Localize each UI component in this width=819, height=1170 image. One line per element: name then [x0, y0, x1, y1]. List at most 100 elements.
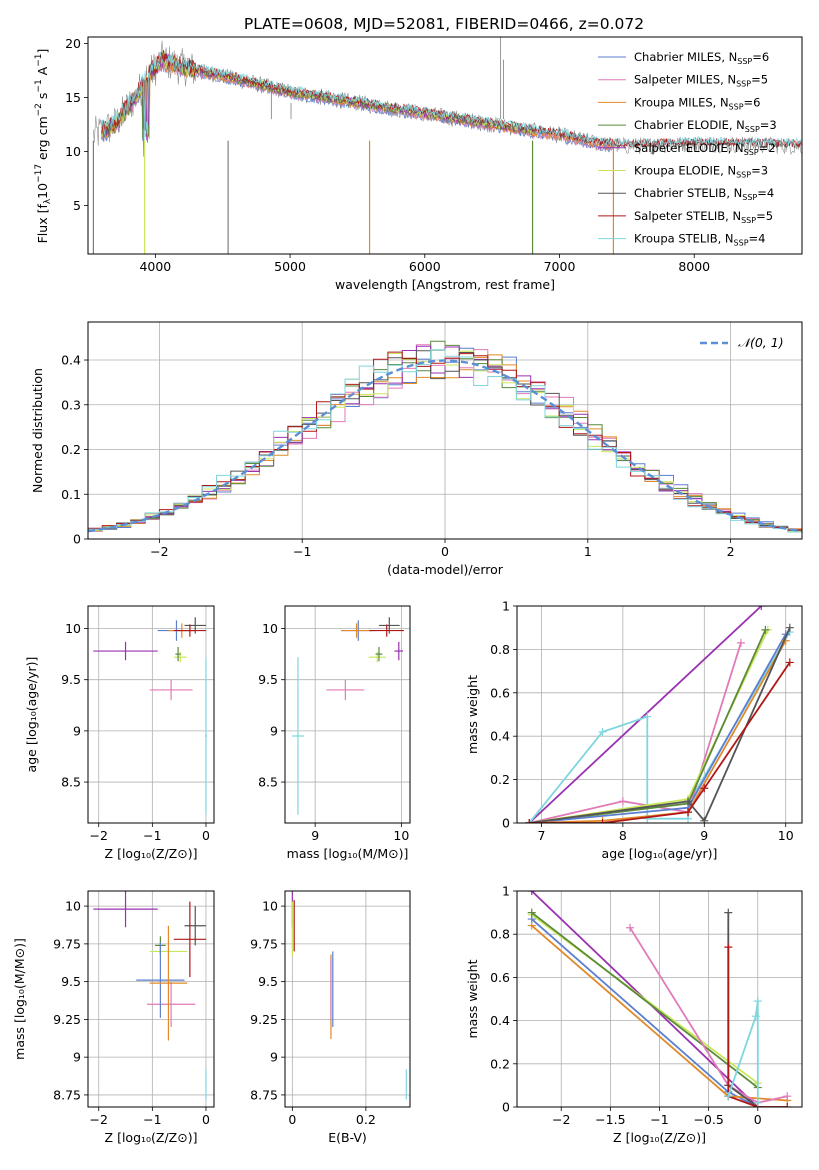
x-axis-label: mass [log₁₀(M/M⊙)] [287, 846, 409, 861]
weight-line-chabrier_stelib [727, 912, 759, 1107]
x-tick-label: −1 [650, 1112, 668, 1127]
plot-area-residuals [88, 340, 802, 534]
y-axis-label: age [log₁₀(age/yr)] [24, 657, 39, 773]
x-tick-label: −1 [293, 544, 311, 559]
plot-area-age_vs_Z [93, 617, 208, 815]
x-axis-label: Z [log₁₀(Z/Z⊙)] [105, 1130, 198, 1145]
weight-marker-salpeter_stelib [684, 808, 692, 817]
y-tick-label: 8.5 [258, 775, 278, 790]
y-tick-label: 10 [262, 621, 278, 636]
weight-marker-chabrier_stelib [724, 908, 733, 917]
x-tick-label: −0.5 [693, 1112, 723, 1127]
y-tick-label: 9.5 [258, 672, 278, 687]
weight-line-kroupa_elodie [529, 629, 769, 823]
y-tick-label: 8.75 [53, 1087, 81, 1102]
y-tick-label: 9 [270, 1050, 278, 1065]
weight-line-kroupa_miles [529, 640, 787, 823]
x-tick-label: 8000 [678, 259, 710, 274]
y-tick-label: 0.8 [490, 927, 510, 942]
y-axis-label: Flux [fλ10−17 erg cm−2 s−1 A−1] [34, 49, 53, 244]
y-tick-label: 10 [65, 621, 81, 636]
y-tick-label: 8.75 [250, 1087, 278, 1102]
y-tick-label: 15 [65, 90, 81, 105]
y-tick-label: 1 [502, 599, 510, 614]
plot-area-mass_vs_ebv [291, 891, 407, 1100]
weight-marker-salpeter_elodie [757, 606, 766, 610]
y-tick-label: 0.6 [490, 685, 510, 700]
grid-weight_vs_Z [517, 890, 802, 1108]
y-tick-label: 0.4 [61, 353, 81, 368]
plot-area-weight_vs_Z [527, 891, 792, 1107]
weight-line-salpeter_miles [528, 642, 742, 823]
x-tick-label: 6000 [409, 259, 441, 274]
x-tick-label: 0 [754, 1112, 762, 1127]
y-axis-label: mass weight [465, 675, 480, 754]
x-tick-label: −2 [90, 828, 108, 843]
weight-marker-salpeter_miles [618, 797, 627, 806]
legend-label-gauss: 𝒩(0, 1) [738, 335, 784, 350]
axes-frame [284, 890, 411, 1108]
x-tick-label: −2 [90, 1112, 108, 1127]
x-axis-label: Z [log₁₀(Z/Z⊙)] [105, 846, 198, 861]
x-tick-label: 0 [288, 1112, 296, 1127]
grid-age_vs_Z [88, 606, 214, 823]
x-axis-label: (data-model)/error [387, 562, 504, 577]
weight-marker-chabrier_stelib [785, 623, 794, 632]
legend-label-chabrier_elodie: Chabrier ELODIE, NSSP=3 [634, 118, 777, 134]
weight-marker-salpeter_stelib [700, 784, 709, 793]
weight-line-salpeter_stelib [529, 661, 791, 823]
y-tick-label: 9 [270, 723, 278, 738]
axes-frame [87, 605, 215, 824]
y-tick-label: 9.75 [53, 936, 81, 951]
weight-marker-salpeter_miles [783, 1092, 792, 1101]
y-tick-label: 0 [502, 1100, 510, 1115]
x-tick-label: 7000 [544, 259, 576, 274]
x-tick-label: 9 [700, 828, 708, 843]
x-tick-label: 7 [537, 828, 545, 843]
x-axis-label: wavelength [Angstrom, rest frame] [335, 277, 555, 292]
y-tick-label: 9.25 [53, 1012, 81, 1027]
weight-marker-salpeter_stelib [724, 943, 733, 952]
weight-line-chabrier_stelib [529, 627, 791, 823]
legend-label-salpeter_miles: Salpeter MILES, NSSP=5 [634, 73, 768, 89]
legend-spectrum: Chabrier MILES, NSSP=6 Salpeter MILES, NS… [598, 50, 777, 248]
panel-weight_vs_Z: −2 −1.5 −1 −0.5 0 0 0.2 0.4 0.6 0.8 1 Z [log₁₀(Z/Z⊙… [465, 884, 803, 1145]
weight-marker-chabrier_stelib [684, 797, 692, 806]
weight-line-salpeter_miles [629, 927, 788, 1104]
y-tick-label: 8.5 [61, 775, 81, 790]
legend-label-chabrier_miles: Chabrier MILES, NSSP=6 [634, 50, 769, 66]
legend-label-chabrier_stelib: Chabrier STELIB, NSSP=4 [634, 186, 774, 202]
y-tick-label: 10 [65, 144, 81, 159]
grid-age_vs_mass [285, 606, 410, 823]
weight-line-chabrier_elodie [531, 911, 759, 1089]
weight-marker-kroupa_stelib [753, 997, 762, 1006]
x-tick-label: 9 [311, 828, 319, 843]
weight-marker-kroupa_stelib [751, 1012, 760, 1021]
panel-age_vs_mass: 9 10 8.5 9 9.5 10 mass [log₁₀(M/M⊙)] [258, 605, 411, 861]
weight-marker-salpeter_stelib [785, 658, 794, 667]
spectrum-line-kroupa_stelib [101, 51, 802, 147]
x-tick-label: 8 [619, 828, 627, 843]
x-tick-label: 10 [393, 828, 409, 843]
x-tick-label: 5000 [274, 259, 306, 274]
panel-residuals: −2 −1 0 1 2 0 0.1 0.2 0.3 0.4 (data-model)/error No… [30, 321, 803, 577]
axes-frame [516, 605, 803, 824]
histogram-kroupa_stelib [88, 349, 802, 534]
y-tick-label: 0 [502, 816, 510, 831]
plot-area-spectrum [92, 37, 802, 254]
weight-marker-kroupa_stelib [598, 727, 607, 736]
y-tick-label: 9 [73, 1050, 81, 1065]
y-tick-label: 10 [262, 899, 278, 914]
y-axis-label: mass [log₁₀(M/M⊙)] [12, 938, 27, 1060]
weight-marker-chabrier_stelib [700, 816, 709, 823]
grid-mass_vs_ebv [285, 891, 410, 1107]
y-tick-label: 9.5 [258, 974, 278, 989]
x-tick-label: 0 [202, 1112, 210, 1127]
legend-label-salpeter_elodie: Salpeter ELODIE, NSSP=2 [634, 141, 776, 157]
y-tick-label: 0.6 [490, 970, 510, 985]
weight-marker-kroupa_miles [527, 921, 536, 930]
x-tick-label: 10 [778, 828, 794, 843]
y-tick-label: 9.75 [250, 936, 278, 951]
weight-marker-kroupa_stelib [643, 712, 652, 721]
